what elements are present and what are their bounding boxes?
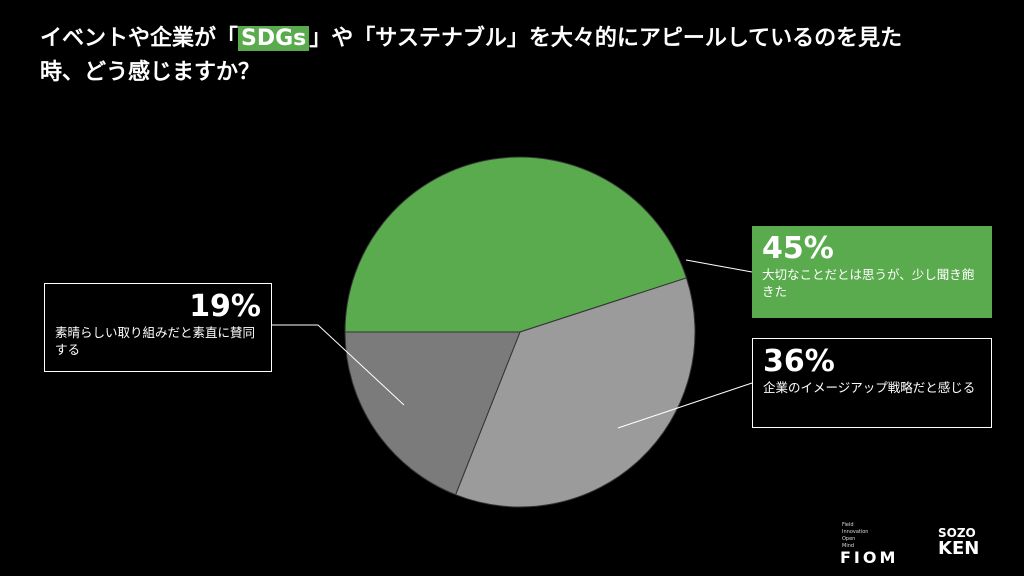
leader-line	[272, 324, 405, 406]
title-part: 」や「サステナブル」を大々的にアピールしているのを見た時、どう感じますか？	[40, 26, 903, 85]
logo-tagline: Innovation	[842, 529, 869, 535]
label-box: 36% 企業のイメージアップ戦略だと感じる	[752, 338, 992, 428]
category-label: 素晴らしい取り組みだと素直に賛同する	[55, 325, 256, 357]
value-label: 19%	[189, 289, 261, 324]
leader-line	[685, 259, 753, 273]
chart-title: イベントや企業が「 SDGs 」や「サステナブル」を大々的にアピールしているのを見た…	[40, 22, 910, 90]
pie-slice	[454, 277, 696, 508]
logo-tagline: Mind	[842, 543, 855, 549]
logo-tagline: Field	[842, 522, 854, 528]
label-box: 45% 大切なことだとは思うが、少し聞き飽きた	[752, 226, 992, 318]
category-label: 企業のイメージアップ戦略だと感じる	[763, 380, 976, 395]
leader-line	[617, 382, 753, 429]
category-label: 大切なことだとは思うが、少し聞き飽きた	[762, 267, 975, 299]
logos: Field Innovation Open Mind FIOM SOZO KEN	[840, 520, 1000, 570]
logo-ken: KEN	[938, 538, 980, 559]
logo-sozo: SOZO	[938, 526, 976, 540]
title-part: イベントや企業が「	[40, 26, 239, 51]
pie-slice	[344, 331, 521, 496]
logo-fiom: FIOM	[840, 548, 899, 567]
pie-slice	[344, 156, 688, 333]
title-highlight: SDGs	[238, 26, 310, 51]
value-label: 45%	[762, 231, 834, 266]
value-label: 36%	[763, 344, 835, 379]
label-box: 19% 素晴らしい取り組みだと素直に賛同する	[44, 283, 272, 372]
logo-tagline: Open	[842, 536, 856, 542]
